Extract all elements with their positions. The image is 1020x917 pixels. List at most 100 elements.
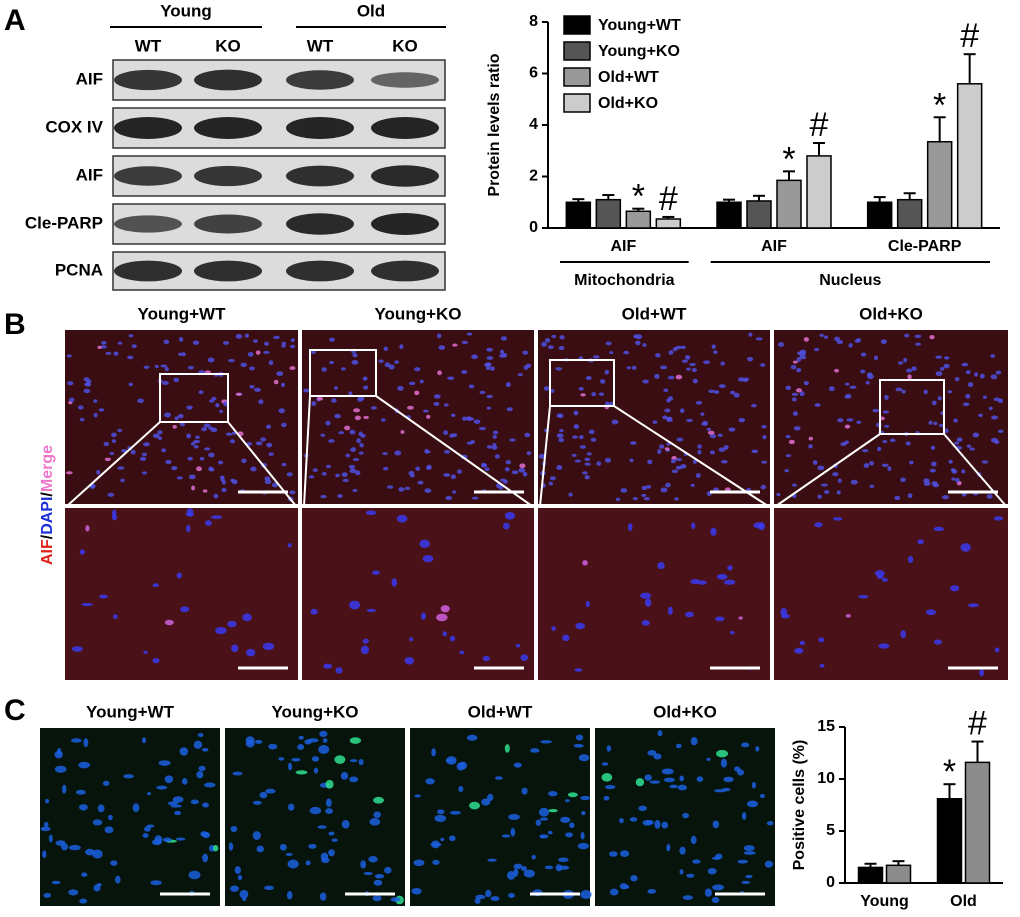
nucleus bbox=[215, 626, 227, 635]
nucleus bbox=[575, 622, 586, 630]
nucleus bbox=[68, 889, 79, 896]
nucleus bbox=[363, 385, 369, 390]
nucleus bbox=[193, 439, 201, 444]
nucleus bbox=[490, 896, 500, 901]
nucleus bbox=[308, 843, 317, 849]
y-axis-label: Protein levels ratio bbox=[486, 53, 503, 196]
micrograph bbox=[40, 728, 220, 906]
nucleus bbox=[669, 784, 678, 789]
blot-band bbox=[286, 213, 354, 235]
nucleus bbox=[633, 334, 639, 339]
nucleus bbox=[406, 405, 414, 410]
nucleus bbox=[524, 432, 531, 438]
nucleus bbox=[492, 434, 497, 439]
nucleus bbox=[297, 744, 305, 751]
nucleus bbox=[819, 333, 824, 337]
nucleus bbox=[264, 479, 272, 485]
nucleus bbox=[535, 819, 542, 826]
nucleus bbox=[152, 433, 160, 439]
nucleus bbox=[352, 489, 358, 493]
nucleus bbox=[969, 447, 975, 451]
nucleus bbox=[84, 382, 90, 387]
nucleus bbox=[109, 451, 115, 456]
nucleus bbox=[661, 768, 674, 775]
nucleus bbox=[423, 409, 429, 413]
nucleus bbox=[225, 432, 233, 436]
nucleus bbox=[573, 410, 579, 416]
nucleus bbox=[685, 355, 691, 360]
nucleus bbox=[629, 458, 634, 463]
nucleus bbox=[817, 494, 822, 499]
nucleus bbox=[201, 747, 209, 752]
nucleus bbox=[387, 485, 394, 489]
nucleus bbox=[68, 844, 81, 851]
nucleus bbox=[817, 465, 825, 471]
nucleus bbox=[654, 373, 660, 379]
nucleus bbox=[328, 831, 335, 836]
legend-label: Young+KO bbox=[598, 43, 680, 60]
nucleus bbox=[580, 832, 585, 840]
nucleus bbox=[223, 340, 230, 345]
stain-part: / bbox=[39, 492, 56, 497]
nucleus bbox=[723, 445, 729, 450]
nucleus bbox=[278, 757, 285, 761]
nucleus bbox=[558, 438, 565, 443]
nucleus bbox=[573, 424, 580, 430]
blot-band bbox=[286, 117, 354, 139]
nucleus bbox=[580, 889, 592, 899]
nucleus bbox=[486, 356, 494, 360]
nucleus bbox=[887, 466, 892, 472]
nucleus bbox=[449, 635, 456, 642]
nucleus bbox=[287, 859, 299, 869]
nucleus bbox=[180, 606, 190, 613]
error-bar bbox=[753, 194, 765, 201]
nucleus bbox=[882, 440, 888, 444]
nucleus bbox=[459, 650, 465, 655]
nucleus bbox=[935, 371, 943, 377]
nucleus bbox=[104, 457, 111, 462]
nucleus bbox=[61, 784, 67, 794]
nucleus bbox=[311, 756, 320, 762]
nucleus bbox=[630, 441, 637, 445]
nucleus bbox=[40, 826, 51, 832]
nucleus bbox=[580, 393, 586, 397]
nucleus bbox=[792, 411, 799, 416]
nucleus bbox=[345, 453, 350, 458]
nucleus bbox=[894, 495, 901, 501]
nucleus bbox=[960, 543, 971, 552]
nucleus bbox=[620, 488, 628, 493]
nucleus bbox=[268, 452, 274, 456]
nucleus bbox=[961, 362, 969, 367]
nucleus bbox=[521, 787, 528, 795]
error-bar bbox=[903, 192, 916, 200]
nucleus bbox=[584, 457, 591, 462]
nucleus bbox=[808, 444, 813, 449]
nucleus bbox=[143, 650, 148, 654]
nucleus bbox=[908, 460, 914, 465]
nucleus bbox=[253, 339, 258, 343]
nucleus bbox=[485, 889, 492, 898]
nucleus bbox=[341, 819, 350, 829]
nucleus bbox=[396, 514, 408, 523]
nucleus bbox=[171, 466, 178, 471]
nucleus bbox=[832, 472, 839, 477]
micrograph bbox=[774, 330, 1008, 504]
stain-part: Merge bbox=[39, 445, 56, 492]
nucleus bbox=[424, 450, 431, 454]
nucleus bbox=[382, 452, 388, 456]
nucleus bbox=[526, 451, 532, 456]
nucleus bbox=[951, 477, 956, 481]
bar bbox=[565, 201, 592, 229]
nucleus bbox=[363, 415, 369, 420]
nucleus bbox=[197, 733, 204, 737]
nucleus bbox=[914, 334, 922, 339]
nucleus bbox=[394, 360, 399, 364]
nucleus bbox=[110, 860, 118, 866]
nucleus bbox=[161, 448, 167, 453]
nucleus bbox=[506, 870, 516, 880]
nucleus bbox=[812, 460, 818, 465]
nucleus bbox=[994, 647, 1000, 653]
nucleus bbox=[325, 808, 334, 814]
nucleus bbox=[682, 812, 690, 819]
nucleus bbox=[358, 759, 364, 766]
